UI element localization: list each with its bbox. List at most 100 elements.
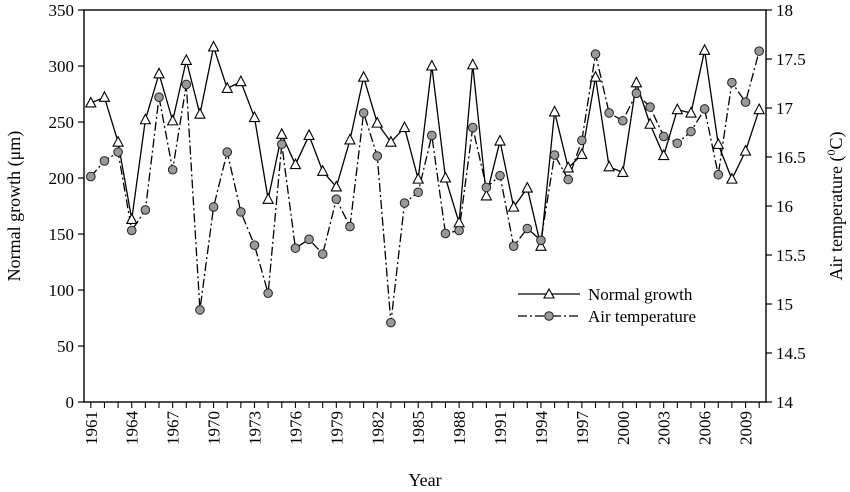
- right-tick-label: 16: [776, 197, 793, 216]
- growth-point: [384, 135, 397, 147]
- series-markers: [84, 40, 766, 328]
- legend-label-normal-growth: Normal growth: [588, 285, 693, 304]
- legend-triangle-marker: [543, 287, 555, 299]
- legend-circle-marker: [544, 311, 554, 321]
- temperature-point: [399, 198, 410, 208]
- temperature-point: [672, 138, 683, 149]
- growth-point: [521, 181, 534, 193]
- left-tick-label: 100: [49, 281, 75, 300]
- y2-axis-title-unit: C): [826, 132, 847, 150]
- growth-point: [535, 239, 547, 251]
- legend-label-air-temperature: Air temperature: [588, 307, 696, 326]
- legend-item-normal-growth: Normal growth: [518, 285, 693, 304]
- growth-point: [98, 90, 111, 102]
- growth-point: [330, 180, 343, 192]
- temperature-point: [713, 169, 724, 180]
- growth-point: [466, 58, 479, 70]
- temperature-point: [754, 46, 764, 56]
- legend: Normal growth Air temperature: [518, 285, 696, 326]
- left-tick-label: 350: [49, 1, 75, 20]
- growth-point: [480, 189, 493, 201]
- growth-point: [234, 74, 247, 87]
- x-tick-label: 2003: [655, 411, 674, 445]
- right-tick-label: 17.5: [776, 50, 806, 69]
- temperature-point: [86, 171, 96, 182]
- x-tick-label: 1973: [246, 411, 265, 445]
- left-tick-label: 300: [49, 57, 75, 76]
- growth-point: [439, 171, 452, 183]
- growth-point: [589, 70, 602, 82]
- growth-point: [275, 127, 288, 139]
- x-tick-label: 1997: [573, 411, 592, 446]
- x-tick-label: 2009: [737, 411, 756, 445]
- axis-ticks: [78, 9, 772, 408]
- temperature-point: [536, 235, 546, 246]
- temperature-point: [208, 202, 219, 212]
- right-tick-label: 15: [776, 295, 793, 314]
- temperature-point: [577, 135, 587, 146]
- x-tick-label: 1964: [123, 411, 142, 446]
- growth-point: [412, 172, 425, 184]
- temperature-point: [427, 130, 437, 141]
- growth-point: [221, 81, 234, 93]
- left-tick-label: 0: [66, 393, 75, 412]
- temperature-point: [658, 131, 669, 142]
- x-tick-label: 1976: [286, 411, 305, 445]
- growth-point: [112, 135, 125, 147]
- temperature-point: [331, 194, 342, 204]
- growth-point: [194, 107, 206, 119]
- growth-point: [739, 144, 752, 156]
- growth-point: [289, 157, 302, 170]
- x-tick-label: 1991: [491, 411, 510, 445]
- temperature-point: [167, 164, 178, 175]
- temperature-point: [590, 49, 601, 59]
- temperature-point: [276, 139, 287, 150]
- growth-point: [644, 117, 656, 129]
- temperature-point: [617, 115, 628, 126]
- growth-point: [248, 110, 261, 123]
- x-tick-labels: 1961 1964 1967 1970 1973 1976 1979 1982 1985 1988…: [82, 411, 756, 446]
- temperature-point: [372, 151, 383, 161]
- growth-point: [494, 134, 506, 146]
- growth-point: [357, 70, 370, 82]
- y2-axis-title-text: Air temperature (: [826, 156, 847, 281]
- temperature-point: [140, 205, 151, 215]
- growth-point: [548, 105, 561, 117]
- growth-point: [562, 161, 575, 173]
- temperature-point: [249, 240, 260, 250]
- temperature-point: [522, 223, 533, 234]
- temperature-point: [563, 174, 574, 185]
- temperature-point: [604, 108, 614, 118]
- growth-point: [371, 116, 384, 128]
- legend-item-air-temperature: Air temperature: [518, 307, 696, 326]
- temperature-point: [113, 147, 123, 157]
- growth-point: [398, 120, 411, 133]
- left-tick-label: 50: [57, 337, 74, 356]
- x-tick-label: 1982: [368, 411, 387, 445]
- left-tick-label: 150: [49, 225, 75, 244]
- growth-point: [303, 128, 315, 140]
- x-tick-label: 2006: [696, 411, 715, 445]
- growth-point: [139, 113, 152, 125]
- temperature-point: [317, 249, 328, 259]
- right-tick-label: 14.5: [776, 344, 806, 363]
- temperature-point: [645, 102, 655, 112]
- temperature-point: [99, 156, 110, 166]
- temperature-point: [304, 234, 314, 245]
- growth-point: [616, 165, 629, 177]
- x-tick-label: 1985: [409, 411, 428, 445]
- growth-point: [507, 200, 520, 212]
- temperature-point: [699, 104, 710, 114]
- right-tick-label: 18: [776, 1, 793, 20]
- x-tick-label: 1988: [450, 411, 469, 445]
- growth-point: [657, 148, 670, 161]
- temperature-point: [236, 207, 246, 217]
- left-tick-label: 200: [49, 169, 75, 188]
- temperature-point: [154, 92, 164, 103]
- growth-point: [180, 53, 193, 65]
- temperature-point: [290, 243, 301, 253]
- right-tick-labels: 14 14.5 15 15.5 16 16.5 17 17.5 18: [776, 1, 806, 412]
- growth-point: [166, 114, 179, 126]
- growth-point: [344, 133, 356, 145]
- x-tick-label: 2000: [614, 411, 633, 445]
